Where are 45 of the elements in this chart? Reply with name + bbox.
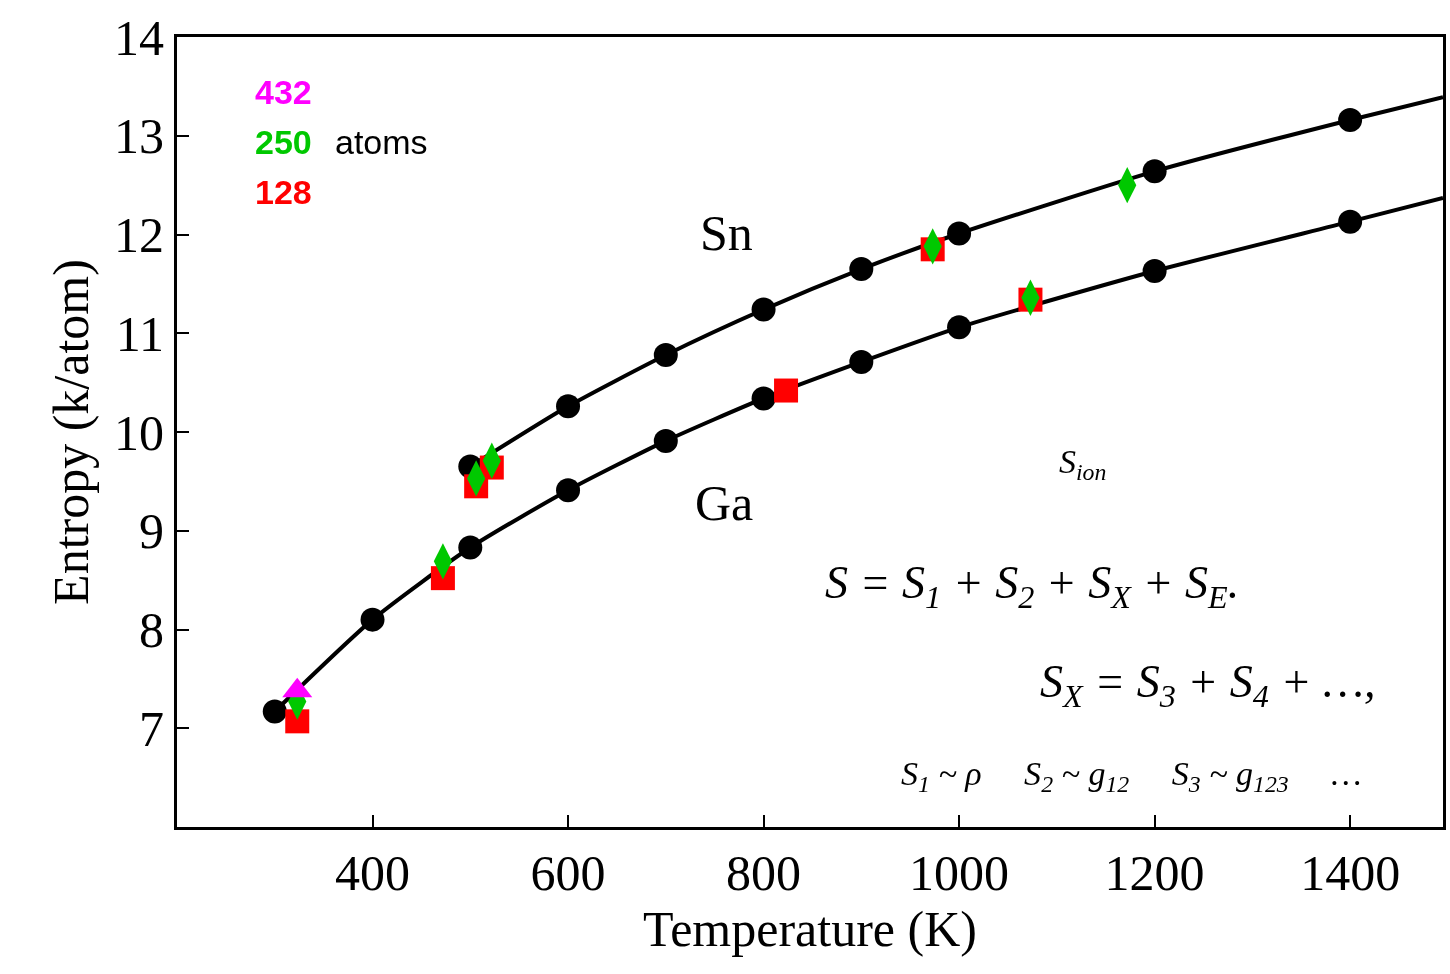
x-tick-label: 600 bbox=[530, 845, 606, 901]
text: 128 bbox=[255, 173, 312, 211]
point bbox=[849, 257, 874, 282]
point bbox=[556, 394, 581, 419]
annotation: S$_{X}$ = S$_{3}$ + S$_{4}$ + …, bbox=[1040, 656, 1376, 714]
y-tick-label: 13 bbox=[114, 108, 164, 165]
point bbox=[947, 221, 972, 246]
y-tick-label: 9 bbox=[139, 503, 164, 560]
y-tick-label: 7 bbox=[139, 700, 164, 757]
x-tick-label: 1200 bbox=[1104, 845, 1205, 901]
text: 250 bbox=[255, 123, 312, 161]
y-tick-label: 12 bbox=[114, 207, 164, 263]
text: 432 bbox=[255, 73, 312, 111]
point bbox=[947, 315, 972, 340]
x-tick-label: 400 bbox=[335, 845, 411, 901]
legend-title: atoms bbox=[335, 123, 428, 161]
x-tick-label: 1400 bbox=[1300, 845, 1401, 901]
y-tick-label: 11 bbox=[115, 305, 164, 362]
point bbox=[653, 342, 678, 367]
x-tick-label: 1000 bbox=[909, 845, 1010, 901]
text: S = S$_{1}$ + S$_{2}$ + S$_{X}$ + S$_{E}$. bbox=[825, 557, 1240, 615]
point bbox=[653, 428, 678, 453]
point bbox=[774, 378, 799, 403]
point bbox=[751, 386, 776, 411]
x-tick-label: 800 bbox=[726, 845, 802, 901]
point bbox=[1338, 209, 1363, 234]
point bbox=[285, 709, 310, 734]
text: S$_{1}$ ~ ρ S$_{2}$ ~ g$_{12}$ S$_{3}$ ~ g$_{123}$ … bbox=[901, 755, 1362, 798]
annotation: Ga bbox=[695, 475, 754, 531]
point bbox=[1142, 259, 1167, 284]
annotation: S$_{ion}$ bbox=[1059, 443, 1107, 486]
point bbox=[1142, 159, 1167, 184]
y-tick-label: 14 bbox=[114, 9, 164, 66]
point bbox=[262, 699, 287, 724]
point bbox=[556, 478, 581, 503]
point bbox=[1338, 107, 1363, 132]
y-tick-label: 8 bbox=[139, 602, 164, 658]
x-axis-title: Temperature (K) bbox=[643, 901, 977, 957]
point bbox=[751, 297, 776, 322]
point bbox=[458, 535, 483, 560]
y-axis-title: Entropy (k/atom) bbox=[43, 259, 99, 605]
point bbox=[849, 349, 874, 374]
point bbox=[360, 607, 385, 632]
annotation: Sn bbox=[700, 205, 753, 261]
y-tick-label: 10 bbox=[114, 404, 164, 461]
